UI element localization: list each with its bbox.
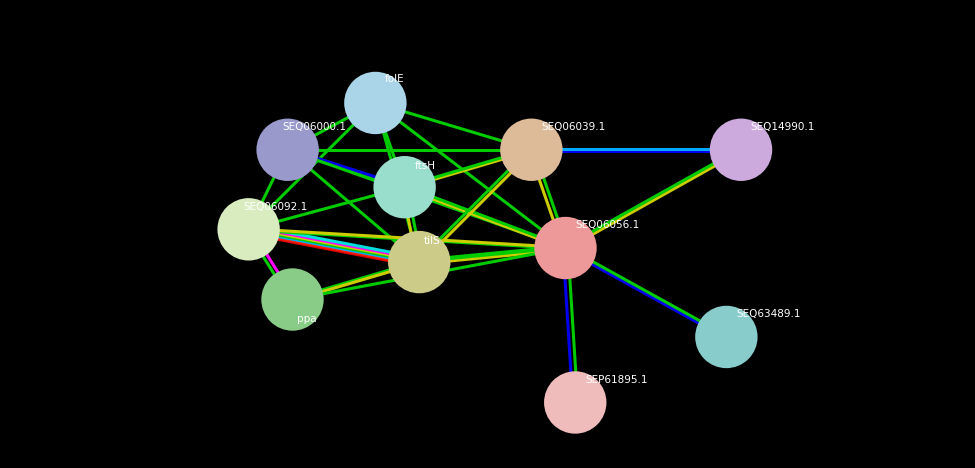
Ellipse shape <box>534 217 597 279</box>
Ellipse shape <box>710 118 772 181</box>
Ellipse shape <box>256 118 319 181</box>
Ellipse shape <box>544 371 606 434</box>
Ellipse shape <box>261 268 324 331</box>
Ellipse shape <box>344 72 407 134</box>
Ellipse shape <box>695 306 758 368</box>
Text: SEP61895.1: SEP61895.1 <box>585 375 647 385</box>
Ellipse shape <box>217 198 280 261</box>
Text: ppa: ppa <box>297 314 317 324</box>
Ellipse shape <box>373 156 436 219</box>
Text: SEQ14990.1: SEQ14990.1 <box>751 122 815 132</box>
Ellipse shape <box>500 118 563 181</box>
Text: tilS: tilS <box>424 236 441 246</box>
Text: SEQ06039.1: SEQ06039.1 <box>541 122 605 132</box>
Text: ftsH: ftsH <box>414 161 436 171</box>
Ellipse shape <box>388 231 450 293</box>
Text: SEQ06000.1: SEQ06000.1 <box>283 122 347 132</box>
Text: SEQ06056.1: SEQ06056.1 <box>575 220 640 230</box>
Text: SEQ63489.1: SEQ63489.1 <box>736 309 800 319</box>
Text: SEQ06092.1: SEQ06092.1 <box>244 202 308 212</box>
Text: folE: folE <box>385 74 405 84</box>
